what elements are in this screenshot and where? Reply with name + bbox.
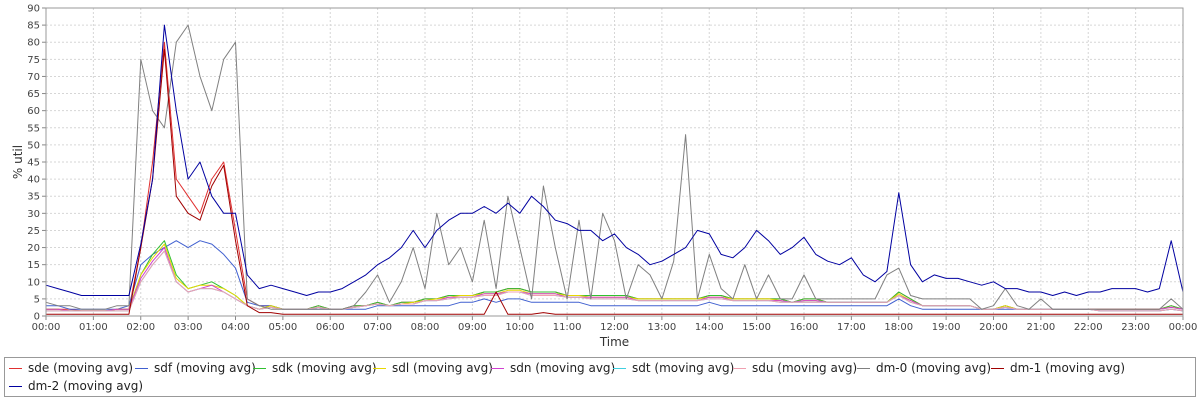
series-line-6 xyxy=(46,250,1184,312)
x-tick-label: 08:00 xyxy=(411,322,440,333)
y-tick-label: 65 xyxy=(27,89,40,100)
x-tick-label: 18:00 xyxy=(884,322,913,333)
x-tick-label: 22:00 xyxy=(1074,322,1103,333)
legend-swatch xyxy=(9,386,22,387)
legend-label: sdl (moving avg) xyxy=(392,361,493,375)
legend-item: dm-1 (moving avg) xyxy=(991,360,1125,376)
legend-label: dm-1 (moving avg) xyxy=(1010,361,1126,375)
series-line-7 xyxy=(45,24,1184,310)
y-tick-label: 30 xyxy=(27,209,40,220)
series-line-9 xyxy=(45,24,1184,296)
x-tick-label: 07:00 xyxy=(363,322,392,333)
x-tick-label: 21:00 xyxy=(1026,322,1055,333)
y-tick-label: 25 xyxy=(27,226,40,237)
legend-item: sdu (moving avg) xyxy=(733,360,857,376)
legend-item: sdf (moving avg) xyxy=(135,360,256,376)
x-tick-label: 06:00 xyxy=(316,322,345,333)
legend-swatch xyxy=(491,368,504,369)
legend-swatch xyxy=(253,368,266,369)
x-tick-label: 13:00 xyxy=(647,322,676,333)
x-tick-label: 11:00 xyxy=(553,322,582,333)
x-tick-label: 05:00 xyxy=(268,322,297,333)
legend-swatch xyxy=(613,368,626,369)
legend-label: sdf (moving avg) xyxy=(154,361,256,375)
legend-label: sdn (moving avg) xyxy=(510,361,616,375)
y-tick-label: 80 xyxy=(27,38,40,49)
legend-label: dm-0 (moving avg) xyxy=(876,361,992,375)
legend-swatch xyxy=(9,368,22,369)
legend-item: dm-0 (moving avg) xyxy=(857,360,991,376)
y-tick-label: 40 xyxy=(27,175,40,186)
legend-swatch xyxy=(135,368,148,369)
y-tick-label: 35 xyxy=(27,192,40,203)
legend-swatch xyxy=(991,368,1004,369)
series-line-8 xyxy=(46,48,1183,315)
legend-label: sdu (moving avg) xyxy=(752,361,858,375)
grid xyxy=(45,7,1184,317)
y-tick-label: 20 xyxy=(27,243,40,254)
y-tick-label: 60 xyxy=(27,106,40,117)
y-tick-label: 0 xyxy=(34,312,40,323)
legend-item: dm-2 (moving avg) xyxy=(9,378,143,394)
x-tick-label: 00:00 xyxy=(1169,322,1198,333)
y-tick-label: 5 xyxy=(34,294,40,305)
x-tick-label: 20:00 xyxy=(979,322,1008,333)
x-tick-label: 03:00 xyxy=(174,322,203,333)
x-tick-label: 17:00 xyxy=(837,322,866,333)
y-axis-ticks: 0 5 10 15 20 25 30 35 40 45 50 55 60 65 70 75 80 85 90 xyxy=(27,4,46,323)
y-tick-label: 15 xyxy=(27,260,40,271)
plot-border xyxy=(45,7,1184,317)
legend-swatch xyxy=(733,368,746,369)
x-tick-label: 00:00 xyxy=(32,322,61,333)
x-tick-label: 02:00 xyxy=(126,322,155,333)
y-tick-label: 55 xyxy=(27,123,40,134)
series-lines xyxy=(45,24,1184,315)
x-tick-label: 19:00 xyxy=(932,322,961,333)
x-tick-label: 09:00 xyxy=(458,322,487,333)
legend-swatch xyxy=(373,368,386,369)
y-tick-label: 85 xyxy=(27,21,40,32)
x-tick-label: 01:00 xyxy=(79,322,108,333)
legend-item: sdk (moving avg) xyxy=(253,360,377,376)
x-tick-label: 12:00 xyxy=(600,322,629,333)
x-axis-title: Time xyxy=(599,335,629,349)
legend: sde (moving avg) sdf (moving avg) sdk (mov… xyxy=(4,357,1196,397)
x-tick-label: 10:00 xyxy=(505,322,534,333)
legend-label: sdk (moving avg) xyxy=(272,361,377,375)
x-tick-label: 14:00 xyxy=(695,322,724,333)
legend-item: sdl (moving avg) xyxy=(373,360,493,376)
y-tick-label: 70 xyxy=(27,72,40,83)
legend-label: dm-2 (moving avg) xyxy=(28,379,144,393)
x-tick-label: 04:00 xyxy=(221,322,250,333)
x-tick-label: 23:00 xyxy=(1121,322,1150,333)
legend-item: sdt (moving avg) xyxy=(613,360,734,376)
line-chart: 0 5 10 15 20 25 30 35 40 45 50 55 60 65 70 75 80 85 90 00:… xyxy=(11,4,1198,350)
y-tick-label: 10 xyxy=(27,277,40,288)
legend-item: sde (moving avg) xyxy=(9,360,133,376)
x-axis-ticks: 00:00 01:00 02:00 03:00 04:00 05:00 06:00 07:00… xyxy=(32,316,1198,333)
legend-item: sdn (moving avg) xyxy=(491,360,615,376)
legend-swatch xyxy=(857,368,870,369)
y-tick-label: 75 xyxy=(27,55,40,66)
x-tick-label: 15:00 xyxy=(742,322,771,333)
legend-label: sdt (moving avg) xyxy=(632,361,735,375)
y-axis-title: % util xyxy=(11,145,25,179)
y-tick-label: 45 xyxy=(27,158,40,169)
x-tick-label: 16:00 xyxy=(790,322,819,333)
y-tick-label: 50 xyxy=(27,140,40,151)
legend-label: sde (moving avg) xyxy=(28,361,134,375)
y-tick-label: 90 xyxy=(27,4,40,15)
